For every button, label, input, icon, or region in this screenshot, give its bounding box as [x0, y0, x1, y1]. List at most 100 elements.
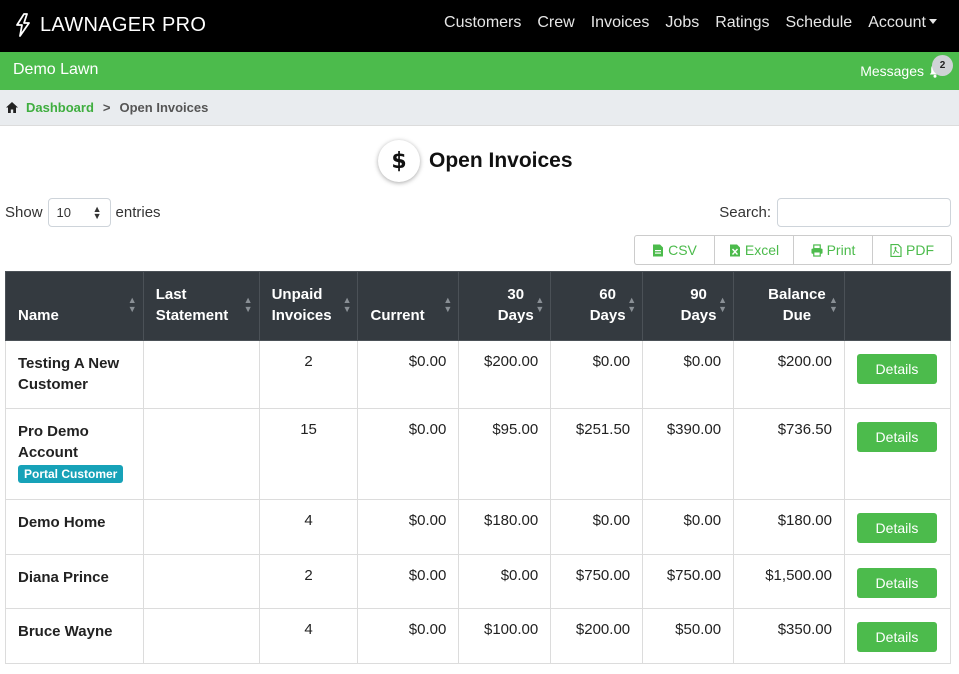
header-unpaid-invoices[interactable]: Unpaid Invoices ▲ ▼	[258, 271, 359, 341]
print-icon	[811, 243, 823, 257]
details-button[interactable]: Details	[856, 422, 937, 452]
csv-label: CSV	[668, 242, 697, 258]
cell-actions: Details	[843, 608, 952, 664]
header-30-days[interactable]: 30 Days ▲ ▼	[458, 271, 552, 341]
cell-60-days: $200.00	[550, 608, 644, 664]
header-actions	[843, 271, 952, 341]
breadcrumb-dashboard-link[interactable]: Dashboard	[26, 100, 94, 115]
table-row: Testing A New Customer 2 $0.00 $200.00 $…	[5, 340, 952, 409]
customer-name[interactable]: Pro Demo Account	[18, 423, 89, 461]
details-button[interactable]: Details	[856, 622, 937, 652]
cell-30-days: $0.00	[458, 554, 552, 609]
cell-balance-due: $200.00	[733, 340, 845, 409]
customer-name[interactable]: Bruce Wayne	[18, 623, 113, 640]
table-row: Bruce Wayne 4 $0.00 $100.00 $200.00 $50.…	[5, 608, 952, 664]
cell-current: $0.00	[357, 408, 460, 500]
header-60-days[interactable]: 60 Days ▲ ▼	[550, 271, 644, 341]
account-bar: Demo Lawn Messages 2	[0, 52, 959, 90]
csv-file-icon	[653, 244, 664, 256]
portal-customer-badge: Portal Customer	[18, 465, 124, 483]
header-unpaid-invoices-label: Unpaid Invoices	[271, 286, 332, 324]
header-60-days-label: 60 Days	[589, 286, 626, 324]
cell-last-statement	[142, 608, 260, 664]
export-buttons: CSV Excel Print PDF	[634, 235, 952, 265]
cell-30-days: $100.00	[458, 608, 552, 664]
messages-label: Messages	[860, 63, 924, 79]
sort-icon: ▲ ▼	[627, 295, 637, 314]
sort-icon: ▲ ▼	[443, 295, 453, 314]
open-invoices-table: Name ▲ ▼ Last Statement ▲ ▼ Unpaid Invoices ▲…	[5, 271, 952, 664]
cell-90-days: $0.00	[642, 499, 735, 555]
cell-current: $0.00	[357, 554, 460, 609]
cell-last-statement	[142, 554, 260, 609]
page-title: Open Invoices	[429, 149, 573, 172]
search-label: Search:	[719, 204, 771, 221]
nav-crew[interactable]: Crew	[537, 14, 575, 31]
customer-name[interactable]: Diana Prince	[18, 569, 109, 586]
cell-90-days: $390.00	[642, 408, 735, 500]
entries-label: entries	[115, 204, 161, 221]
cell-name: Diana Prince	[5, 554, 144, 609]
header-90-days[interactable]: 90 Days ▲ ▼	[642, 271, 735, 341]
header-current-label: Current	[370, 307, 425, 324]
table-row: Pro Demo Account Portal Customer 15 $0.00…	[5, 408, 952, 500]
entries-control: Show 10 ▲ ▼ entries	[5, 198, 161, 227]
header-name[interactable]: Name ▲ ▼	[5, 271, 144, 341]
header-balance-due[interactable]: Balance Due ▲ ▼	[733, 271, 845, 341]
cell-balance-due: $1,500.00	[733, 554, 845, 609]
details-button[interactable]: Details	[856, 354, 937, 384]
cell-unpaid-invoices: 2	[258, 340, 359, 409]
sort-icon: ▲ ▼	[243, 295, 253, 314]
customer-name[interactable]: Demo Home	[18, 514, 106, 531]
sort-icon: ▲ ▼	[127, 295, 137, 314]
details-button[interactable]: Details	[856, 513, 937, 543]
table-header-row: Name ▲ ▼ Last Statement ▲ ▼ Unpaid Invoices ▲…	[5, 271, 952, 341]
cell-30-days: $95.00	[458, 408, 552, 500]
cell-actions: Details	[843, 499, 952, 555]
cell-name: Pro Demo Account Portal Customer	[5, 408, 144, 500]
messages-link[interactable]: Messages 2	[860, 55, 953, 79]
customer-name[interactable]: Testing A New Customer	[18, 355, 120, 393]
cell-actions: Details	[843, 340, 952, 409]
header-current[interactable]: Current ▲ ▼	[357, 271, 460, 341]
logo-bolt-icon	[16, 13, 30, 37]
main-nav: Customers Crew Invoices Jobs Ratings Sch…	[428, 14, 937, 32]
cell-balance-due: $180.00	[733, 499, 845, 555]
entries-value: 10	[56, 205, 71, 220]
cell-name: Bruce Wayne	[5, 608, 144, 664]
cell-90-days: $0.00	[642, 340, 735, 409]
cell-current: $0.00	[357, 608, 460, 664]
pdf-label: PDF	[906, 242, 934, 258]
brand[interactable]: LAWNAGER PRO	[14, 11, 206, 39]
print-label: Print	[826, 242, 856, 258]
cell-30-days: $180.00	[458, 499, 552, 555]
details-button[interactable]: Details	[856, 568, 937, 598]
cell-last-statement	[142, 408, 260, 500]
pdf-button[interactable]: PDF	[872, 236, 951, 264]
table-row: Demo Home 4 $0.00 $180.00 $0.00 $0.00 $1…	[5, 499, 952, 555]
header-name-label: Name	[18, 307, 59, 324]
cell-last-statement	[142, 499, 260, 555]
nav-ratings[interactable]: Ratings	[715, 14, 770, 31]
cell-name: Testing A New Customer	[5, 340, 144, 409]
cell-unpaid-invoices: 4	[258, 608, 359, 664]
nav-invoices[interactable]: Invoices	[590, 14, 650, 31]
search-input[interactable]	[777, 198, 951, 227]
nav-schedule[interactable]: Schedule	[785, 14, 853, 31]
excel-button[interactable]: Excel	[714, 236, 793, 264]
dollar-icon: $	[378, 140, 420, 182]
cell-60-days: $750.00	[550, 554, 644, 609]
cell-balance-due: $736.50	[733, 408, 845, 500]
cell-current: $0.00	[357, 340, 460, 409]
nav-account-dropdown[interactable]: Account	[868, 14, 937, 32]
header-last-statement[interactable]: Last Statement ▲ ▼	[142, 271, 260, 341]
print-button[interactable]: Print	[793, 236, 872, 264]
breadcrumb-current: Open Invoices	[119, 100, 209, 115]
nav-jobs[interactable]: Jobs	[665, 14, 700, 31]
entries-select[interactable]: 10 ▲ ▼	[47, 198, 111, 227]
sort-icon: ▲ ▼	[535, 295, 545, 314]
nav-customers[interactable]: Customers	[444, 14, 522, 31]
header-90-days-label: 90 Days	[680, 286, 717, 324]
csv-button[interactable]: CSV	[635, 236, 714, 264]
company-name: Demo Lawn	[13, 61, 99, 78]
